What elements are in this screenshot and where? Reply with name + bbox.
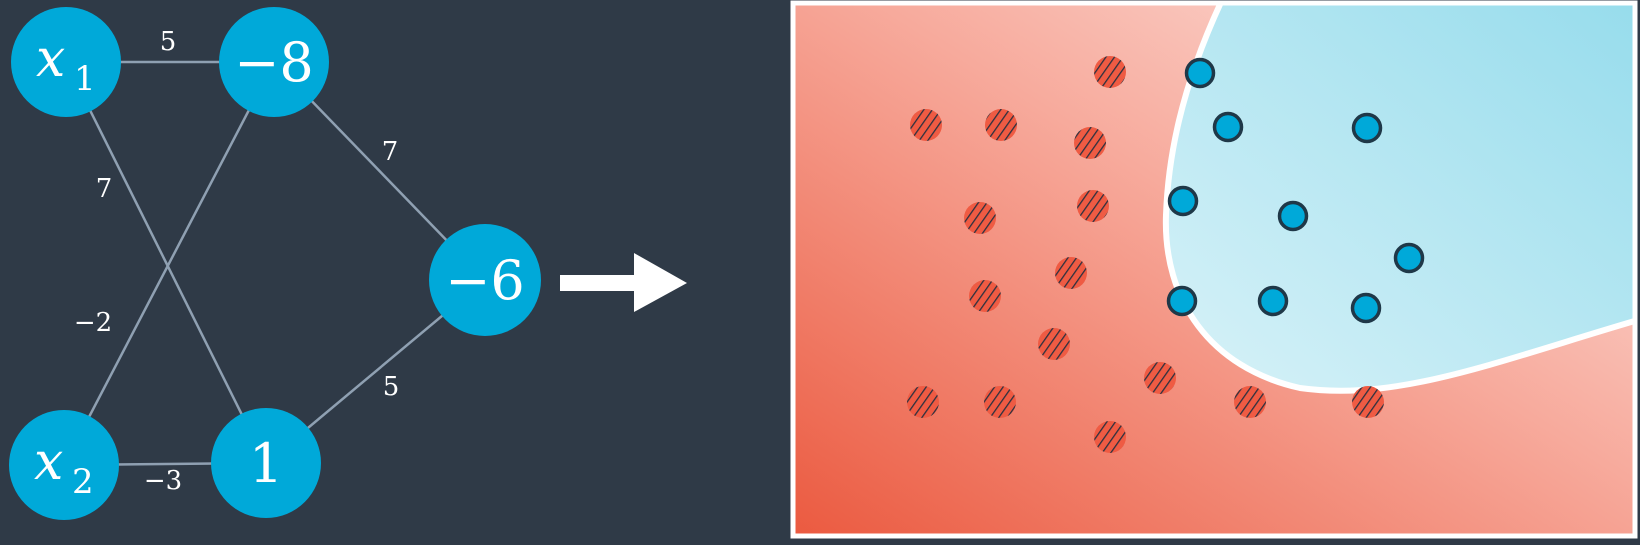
class-a-point	[969, 280, 1001, 312]
class-a-points	[907, 56, 1384, 453]
weight-label-x2-h1: −2	[74, 308, 112, 338]
node-circle	[219, 7, 329, 117]
class-a-point	[910, 109, 942, 141]
node-subscript: 2	[72, 462, 94, 502]
class-b-point	[1393, 242, 1425, 274]
weight-label-h2-out: 5	[383, 372, 400, 402]
class-b-region	[1165, 3, 1635, 391]
class-b-point	[1167, 185, 1199, 217]
class-a-point	[1094, 421, 1126, 453]
class-a-point	[964, 202, 996, 234]
class-b-point	[1350, 292, 1382, 324]
class-b-point	[1351, 112, 1383, 144]
edge-weight-labels: 5 7 −2 −3 7 5	[74, 27, 399, 496]
node-circle	[11, 7, 121, 117]
class-a-point	[984, 386, 1016, 418]
class-b-point	[1166, 285, 1198, 317]
weight-label-x2-h2: −3	[144, 466, 182, 496]
classification-panel	[790, 0, 1638, 539]
class-a-point	[1234, 386, 1266, 418]
node-label: −8	[234, 31, 314, 94]
weight-label-h1-out: 7	[382, 137, 399, 167]
node-out: −6	[429, 224, 541, 336]
class-a-point	[1352, 386, 1384, 418]
network-nodes: x 1 −8x 2 1−6	[9, 7, 541, 520]
node-circle	[429, 224, 541, 336]
decision-boundary	[1162, 3, 1635, 394]
class-a-point	[1038, 328, 1070, 360]
class-a-point	[1055, 257, 1087, 289]
right-arrow-icon	[560, 253, 687, 312]
class-a-point	[907, 386, 939, 418]
class-b-point	[1277, 200, 1309, 232]
edge-x2-h1	[62, 61, 276, 466]
node-label: x	[36, 29, 65, 89]
class-a-point	[1144, 362, 1176, 394]
class-a-point	[985, 109, 1017, 141]
class-b-points	[1166, 57, 1425, 324]
panel-border	[790, 0, 1638, 539]
class-a-point	[1077, 190, 1109, 222]
weight-label-x1-h1: 5	[160, 27, 177, 57]
node-label: 1	[249, 432, 283, 495]
edge-x1-h2	[64, 61, 268, 464]
node-label: x	[34, 432, 63, 492]
class-b-point	[1184, 57, 1216, 89]
class-a-point	[1074, 127, 1106, 159]
node-circle	[211, 408, 321, 518]
node-h2: 1	[211, 408, 321, 518]
node-circle	[9, 410, 119, 520]
node-subscript: 1	[74, 59, 96, 99]
node-label: −6	[445, 249, 525, 312]
class-a-point	[1094, 56, 1126, 88]
node-h1: −8	[219, 7, 329, 117]
class-b-point	[1257, 285, 1289, 317]
weight-label-x1-h2: 7	[96, 174, 113, 204]
network-edges	[62, 60, 486, 467]
class-b-point	[1212, 111, 1244, 143]
